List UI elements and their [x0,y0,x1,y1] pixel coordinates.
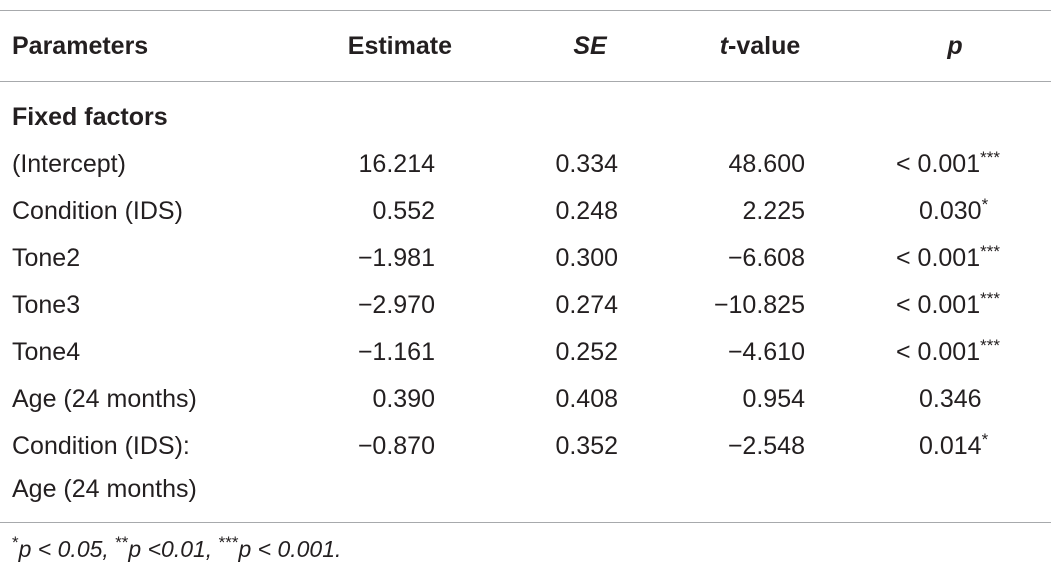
row-p-significance: *** [980,148,1000,167]
row-t: 0.954 [742,385,805,413]
row-estimate: −1.161 [357,338,435,366]
row-p-significance: * [981,430,989,449]
footnote-p-3: p [238,536,252,562]
row-p: < 0.001*** [896,149,1000,179]
row-param: Tone3 [12,291,81,319]
header-t-value: t-value [680,31,840,61]
row-p: < 0.001*** [896,337,1000,367]
row-se: 0.274 [555,291,618,319]
footnote-threshold-3: < 0.001. [251,536,342,562]
row-p-significance: *** [980,242,1000,261]
row-estimate: −1.981 [357,244,435,272]
row-p: < 0.001*** [896,243,1000,273]
row-p-value: 0.014 [919,432,982,460]
header-parameters: Parameters [12,32,149,60]
row-se: 0.300 [555,244,618,272]
row-t: −2.548 [727,432,805,460]
row-param: Age (24 months) [12,385,197,413]
row-t: 2.225 [742,197,805,225]
row-p-value: < 0.001 [896,244,981,272]
row-p-value: 0.030 [919,197,982,225]
header-estimate: Estimate [347,32,452,60]
row-se: 0.408 [555,385,618,413]
footnote-star-2: ** [115,533,129,552]
header-t-letter: t [719,32,729,60]
row-p-value: < 0.001 [896,338,981,366]
top-rule [0,10,1051,11]
row-p: 0.030* [919,196,988,226]
row-se: 0.334 [555,150,618,178]
header-p: p [947,32,963,60]
row-p-significance: *** [980,336,1000,355]
header-t-suffix: -value [728,32,801,60]
row-param-line2: Age (24 months) [12,475,197,503]
row-p: 0.346 [919,384,982,414]
row-estimate: 16.214 [358,150,435,178]
row-t: 48.600 [728,150,805,178]
row-p-value: 0.346 [919,385,982,413]
row-t: −6.608 [727,244,805,272]
row-param: Condition (IDS): [12,432,190,460]
row-estimate: −0.870 [357,432,435,460]
footnote-star-1: * [12,533,19,552]
row-estimate: −2.970 [357,291,435,319]
section-fixed-factors: Fixed factors [12,103,168,131]
header-rule [0,81,1051,82]
footnote-p-2: p [128,536,142,562]
footnote-threshold-1: < 0.05, [31,536,116,562]
footnote-p-1: p [18,536,32,562]
row-t: −4.610 [727,338,805,366]
row-param: Tone2 [12,244,81,272]
row-p-significance: *** [980,289,1000,308]
row-p: < 0.001*** [896,290,1000,320]
footnote-star-3: *** [218,533,239,552]
row-estimate: 0.552 [372,197,435,225]
row-estimate: 0.390 [372,385,435,413]
row-t: −10.825 [713,291,805,319]
row-p-significance: * [981,195,989,214]
row-se: 0.248 [555,197,618,225]
table-footnote: *p < 0.05, **p <0.01, ***p < 0.001. [12,533,342,563]
row-se: 0.352 [555,432,618,460]
row-param: Tone4 [12,338,81,366]
row-se: 0.252 [555,338,618,366]
row-param: Condition (IDS) [12,197,183,225]
row-p-value: < 0.001 [896,291,981,319]
footnote-threshold-2: <0.01, [141,536,219,562]
row-p-value: < 0.001 [896,150,981,178]
bottom-rule [0,522,1051,523]
row-p: 0.014* [919,431,988,461]
row-param: (Intercept) [12,150,126,178]
header-se: SE [573,32,607,60]
